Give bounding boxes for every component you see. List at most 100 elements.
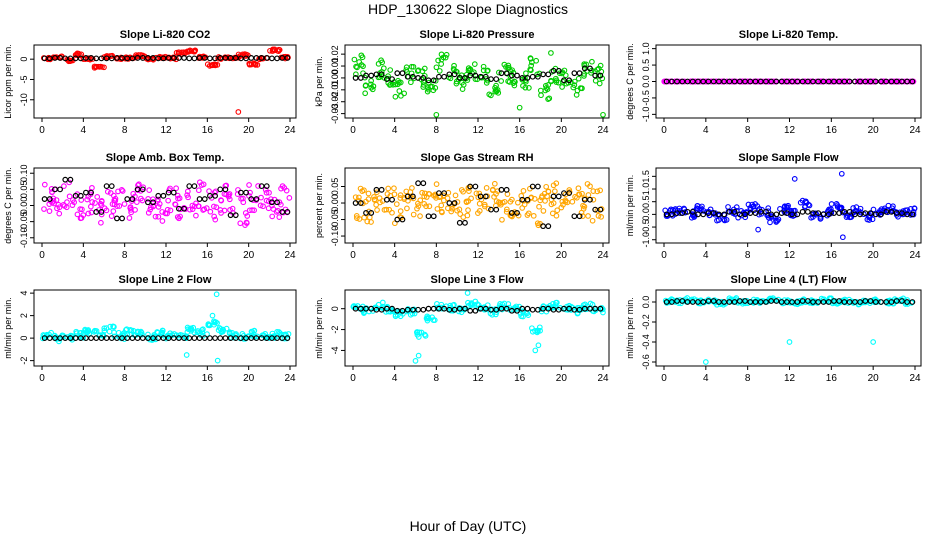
data-point: [262, 186, 269, 193]
series-all-slopes: [662, 170, 918, 241]
outlier-point: [532, 347, 539, 354]
data-point: [225, 192, 232, 198]
data-point: [907, 78, 914, 85]
mean-point: [498, 70, 505, 77]
mean-point: [488, 306, 494, 313]
panel-9: Slope Line 4 (LT) Flow ml/min per min. 0 4 8…: [625, 274, 922, 384]
mean-point: [519, 75, 526, 81]
data-point: [726, 295, 733, 302]
mean-point: [867, 298, 874, 304]
data-point: [174, 192, 181, 199]
data-point: [195, 203, 202, 210]
mean-point: [679, 210, 686, 217]
series-all-slopes: [41, 179, 293, 229]
data-point: [247, 189, 253, 196]
data-point: [112, 195, 119, 202]
data-point: [595, 65, 602, 72]
data-point: [210, 203, 217, 210]
data-point: [514, 199, 521, 206]
data-point: [132, 206, 138, 213]
mean-point: [726, 299, 733, 305]
mean-point: [820, 211, 827, 218]
mean-point: [716, 299, 722, 305]
x-tick-label: 24: [284, 250, 296, 261]
x-tick-label: 0: [661, 373, 667, 384]
data-point: [207, 322, 213, 329]
outlier-point: [415, 352, 422, 359]
data-point: [95, 63, 102, 70]
data-point: [433, 64, 440, 71]
x-tick-label: 24: [909, 125, 921, 136]
data-point: [56, 210, 63, 217]
data-point: [213, 204, 220, 211]
mean-point: [191, 55, 198, 62]
data-point: [207, 208, 214, 215]
data-point: [74, 211, 81, 218]
mean-point: [451, 306, 458, 313]
mean-point: [899, 210, 905, 217]
data-point: [251, 207, 257, 214]
series-hourly-mean: [352, 65, 604, 84]
mean-point: [545, 305, 552, 312]
mean-point: [529, 306, 536, 313]
mean-point: [409, 306, 416, 313]
data-point: [496, 69, 502, 76]
x-tick-label: 24: [597, 125, 609, 136]
mean-point: [472, 72, 479, 79]
data-point: [468, 300, 475, 306]
mean-point: [207, 335, 213, 342]
mean-point: [862, 210, 869, 217]
data-point: [828, 78, 835, 85]
data-point: [598, 213, 604, 220]
y-tick-label: 0.10: [19, 164, 29, 182]
mean-point: [269, 55, 275, 62]
mean-point: [778, 78, 785, 85]
data-point: [362, 90, 369, 97]
mean-point: [804, 78, 811, 85]
mean-point: [129, 196, 136, 202]
data-point: [812, 210, 819, 217]
data-point: [503, 206, 510, 213]
mean-point: [430, 305, 437, 312]
x-tick-label: 4: [703, 373, 709, 384]
mean-point: [888, 299, 895, 305]
data-point: [259, 332, 266, 339]
data-point: [273, 209, 280, 215]
mean-point: [862, 298, 869, 304]
data-point: [526, 85, 532, 91]
data-point: [545, 82, 552, 88]
mean-point: [446, 200, 453, 206]
series-all-slopes: [350, 290, 606, 364]
series-all-slopes: [351, 50, 606, 118]
data-point: [250, 331, 257, 338]
data-point: [116, 203, 123, 209]
data-point: [579, 85, 585, 92]
data-point: [856, 208, 862, 215]
data-point: [423, 203, 429, 210]
data-point: [434, 206, 441, 212]
y-tick-label: 0.00: [19, 197, 29, 215]
data-point: [266, 189, 272, 196]
mean-point: [368, 210, 375, 216]
mean-point: [493, 76, 500, 83]
data-point: [167, 207, 174, 214]
data-point: [560, 201, 566, 208]
y-tick-label: 0.05: [330, 178, 340, 196]
data-point: [184, 192, 190, 198]
outlier-point: [214, 357, 221, 364]
plot-frame: [344, 167, 610, 244]
mean-point: [467, 72, 474, 79]
data-point: [460, 214, 467, 221]
data-point: [271, 47, 278, 54]
data-point: [46, 208, 53, 214]
series-all-slopes: [39, 291, 292, 364]
mean-point: [836, 78, 843, 85]
mean-point: [394, 216, 401, 223]
mean-point: [904, 78, 911, 85]
data-point: [585, 213, 591, 219]
mean-point: [904, 211, 911, 218]
data-point: [217, 207, 224, 213]
mean-point: [550, 306, 557, 313]
mean-point: [768, 211, 775, 218]
x-tick-label: 8: [434, 125, 440, 136]
